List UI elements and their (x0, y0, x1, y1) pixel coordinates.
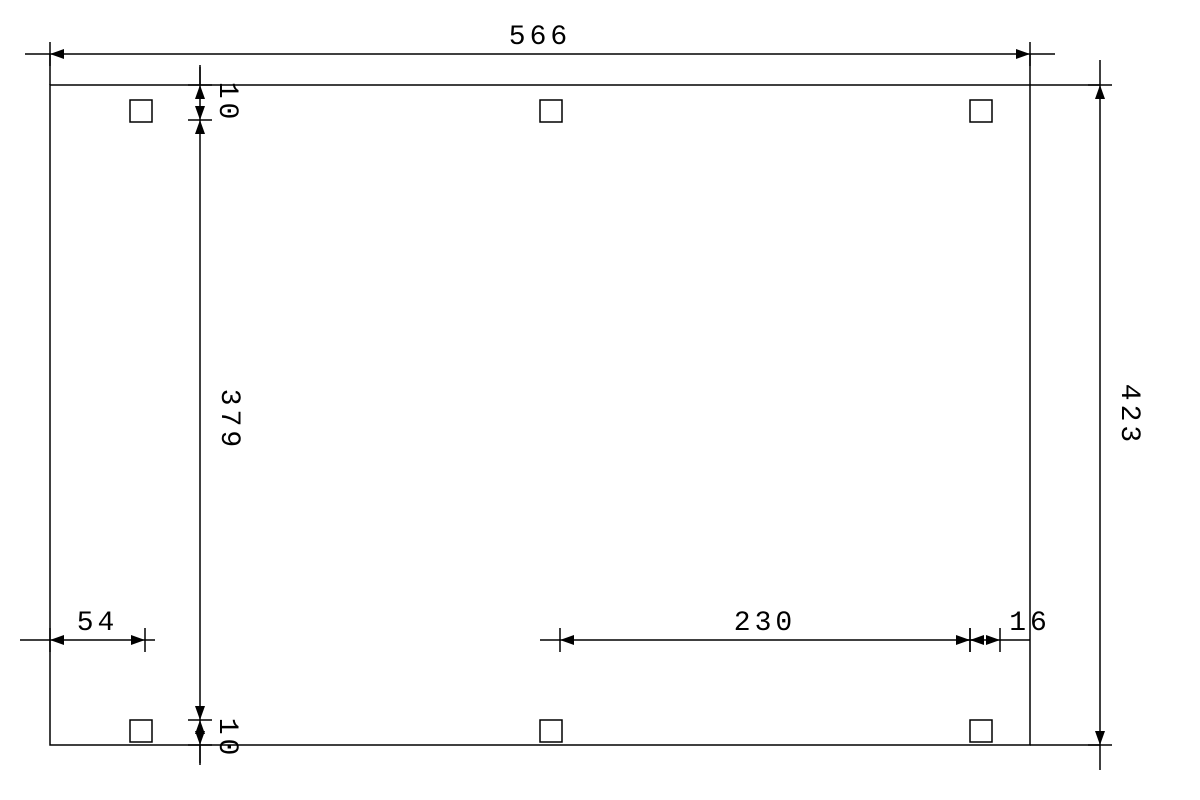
outer-boundary (50, 85, 1030, 745)
dim-566: 566 (509, 22, 571, 53)
dim-379: 379 (213, 389, 244, 451)
dim-54: 54 (77, 608, 119, 639)
dim-10-top: 10 (211, 82, 242, 124)
post-marker (970, 100, 992, 122)
post-marker (540, 720, 562, 742)
post-marker (970, 720, 992, 742)
dim-423: 423 (1113, 384, 1144, 446)
post-marker (540, 100, 562, 122)
post-marker (130, 100, 152, 122)
dim-16: 16 (1009, 608, 1051, 639)
post-markers (130, 100, 992, 742)
dim-230: 230 (734, 608, 796, 639)
post-marker (130, 720, 152, 742)
dim-10-bottom: 10 (211, 718, 242, 760)
dimension-lines: 566 423 10 379 10 54 230 16 (20, 22, 1144, 770)
